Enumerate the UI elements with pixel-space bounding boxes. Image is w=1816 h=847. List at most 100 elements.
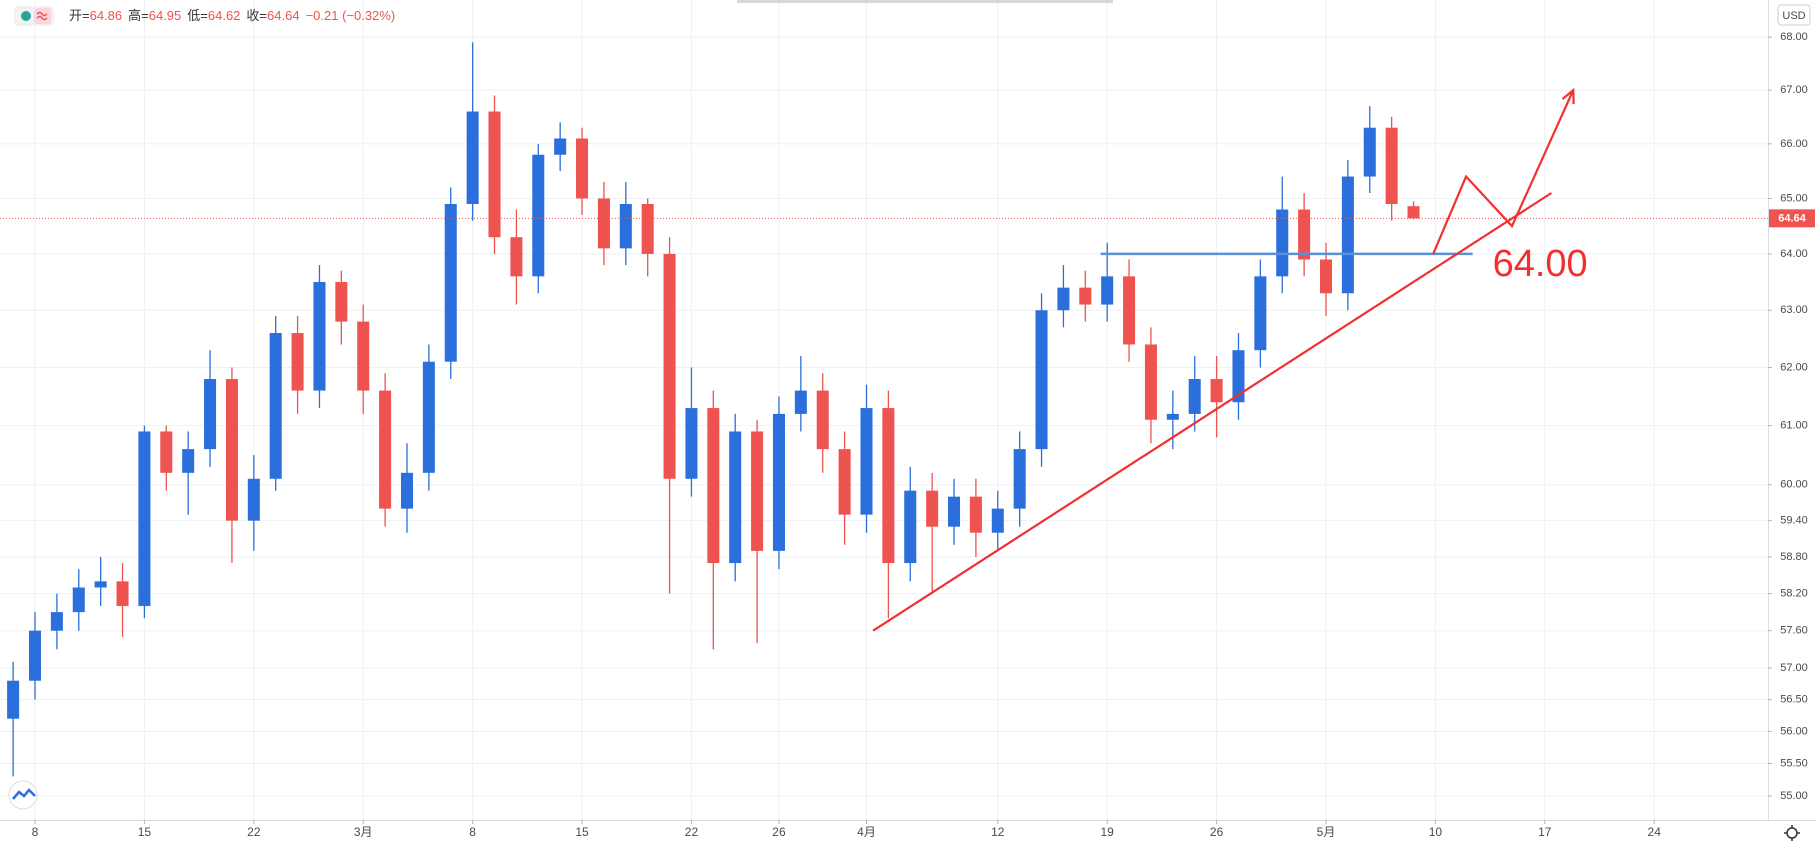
candle-body (116, 581, 129, 606)
visibility-dot (21, 11, 31, 21)
candle-body (466, 111, 479, 204)
candle-body (838, 449, 851, 515)
series-icon-wave (36, 11, 48, 21)
legend-key: 低= (187, 8, 208, 23)
y-tick-label: 67.00 (1780, 84, 1808, 96)
x-tick-label: 10 (1429, 825, 1443, 839)
candle-body (1298, 209, 1311, 260)
candle-body (1232, 350, 1245, 403)
currency-box[interactable] (1777, 4, 1811, 26)
x-tick-label: 19 (1101, 825, 1115, 839)
x-tick-label: 26 (772, 825, 786, 839)
candle-body (926, 490, 939, 527)
candle-body (379, 390, 392, 509)
candle-body (685, 408, 698, 479)
candle-body (1385, 127, 1398, 204)
x-tick-label: 3月 (354, 825, 373, 839)
candle-body (1188, 379, 1201, 414)
legend-key: 高= (128, 8, 149, 23)
x-tick-label: 22 (247, 825, 261, 839)
candle-body (619, 203, 632, 249)
y-tick-label: 61.00 (1780, 420, 1808, 432)
logo (8, 780, 38, 810)
candle-body (663, 253, 676, 479)
candle-body (1210, 379, 1223, 403)
candle-body (313, 281, 326, 391)
legend-value: 64.86 (90, 8, 123, 23)
legend-value: 64.64 (267, 8, 300, 23)
x-tick-label: 4月 (857, 825, 876, 839)
candle-body (991, 508, 1004, 533)
candle-body (488, 111, 501, 238)
drawings: 64.00 (0, 87, 1768, 632)
candle-body (948, 496, 961, 527)
candles (7, 42, 1420, 777)
currency-label: USD (1782, 10, 1805, 22)
x-tick-label: 8 (469, 825, 476, 839)
support-label: 64.00 (1493, 243, 1588, 285)
candle-body (707, 408, 720, 564)
candle-body (1123, 276, 1136, 345)
y-tick-label: 56.50 (1780, 694, 1808, 706)
x-tick-label: 5月 (1317, 825, 1336, 839)
candle-body (1407, 206, 1420, 219)
y-tick-label: 60.00 (1780, 479, 1808, 491)
candle-body (1319, 259, 1333, 294)
x-tick-label: 12 (991, 825, 1005, 839)
candle-body (204, 379, 217, 450)
candle-body (1144, 344, 1157, 420)
y-tick-label: 56.00 (1780, 725, 1808, 737)
candle-body (1035, 310, 1048, 450)
logo-mark (12, 788, 36, 800)
y-tick-label: 58.80 (1780, 551, 1808, 563)
legend-key: 开= (69, 8, 90, 23)
last-price-box (1769, 209, 1815, 228)
x-tick-label: 15 (575, 825, 589, 839)
candle-body (729, 431, 742, 564)
y-tick-label: 63.00 (1780, 304, 1808, 316)
candle-body (794, 390, 807, 414)
candle-body (904, 490, 917, 564)
settings-gear[interactable] (1784, 825, 1800, 841)
candle-body (532, 154, 545, 277)
toolbar-handle (737, 0, 1113, 3)
candle-body (72, 587, 85, 613)
candle-body (597, 198, 610, 249)
candle-body (28, 630, 42, 681)
legend-change: −0.21 (−0.32%) (306, 8, 396, 23)
y-tick-label: 58.20 (1780, 588, 1808, 600)
candle-body (641, 203, 654, 254)
candle-body (269, 333, 282, 479)
y-tick-label: 62.00 (1780, 361, 1808, 373)
candle-body (751, 431, 764, 551)
candle-body (160, 431, 173, 473)
series-icon (34, 8, 51, 24)
candle-body (1079, 287, 1092, 305)
candle-body (882, 408, 895, 564)
y-tick-label: 55.50 (1780, 757, 1808, 769)
candle-body (772, 413, 785, 551)
x-tick-label: 24 (1648, 825, 1662, 839)
x-tick-label: 17 (1538, 825, 1552, 839)
candle-body (422, 361, 435, 473)
last-price-label: 64.64 (1778, 212, 1806, 224)
x-tick-label: 26 (1210, 825, 1224, 839)
y-tick-label: 59.40 (1780, 515, 1808, 527)
x-tick-label: 15 (138, 825, 152, 839)
candle-body (400, 472, 414, 509)
projection-arrowhead (1561, 87, 1575, 105)
ohlc-legend: 开=64.86 高=64.95 低=64.62 收=64.64 −0.21 (−0.32… (69, 8, 395, 23)
candle-body (1276, 209, 1289, 277)
candle-body (357, 321, 370, 391)
trend-line (872, 192, 1552, 632)
candle-body (7, 680, 20, 719)
candle-body (554, 138, 567, 155)
candle-body (816, 390, 829, 450)
candle-body (576, 138, 589, 199)
candle-body (1166, 413, 1179, 420)
legend-value: 64.62 (208, 8, 241, 23)
legend-value: 64.95 (149, 8, 182, 23)
